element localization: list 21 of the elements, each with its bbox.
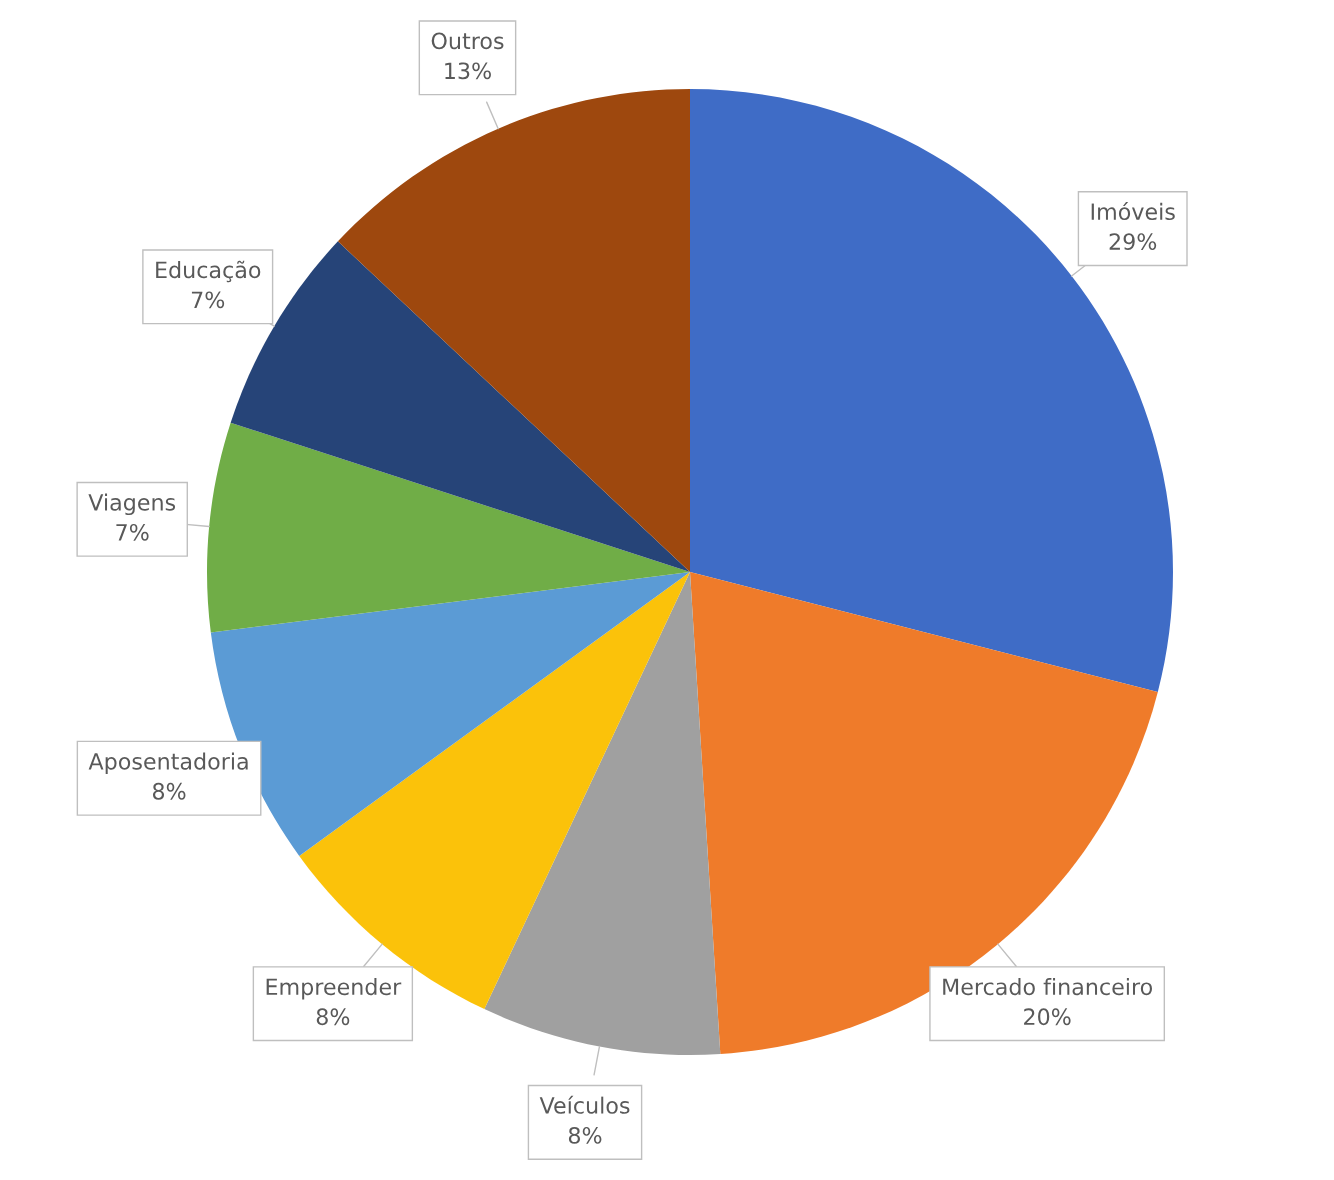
data-label: 8% (568, 1126, 602, 1144)
slice-label: Aposentadoria (88, 752, 248, 775)
data-label: 8% (152, 782, 186, 800)
pie-slice (484, 572, 721, 1055)
slice-label: Imóveis (1091, 201, 1175, 221)
slice-label: Veículos (539, 1095, 630, 1114)
slice-label: Empreender (266, 977, 402, 1000)
slice-label: Mercado financeiro (943, 977, 1152, 996)
pie-slice (337, 89, 690, 572)
slice-label: Viagens (88, 493, 176, 516)
data-label: 29% (1109, 233, 1157, 251)
data-label: 13% (445, 62, 491, 80)
pie-slice (690, 89, 1173, 693)
pie-slice (690, 572, 1158, 1055)
data-label: 20% (1024, 1008, 1071, 1026)
data-label: 8% (316, 1008, 350, 1026)
slice-label: Outros (431, 32, 504, 50)
data-label: 7% (116, 523, 149, 541)
slice-label: Educação (156, 260, 261, 283)
data-label: 7% (191, 291, 225, 309)
pie-slice (207, 422, 690, 633)
